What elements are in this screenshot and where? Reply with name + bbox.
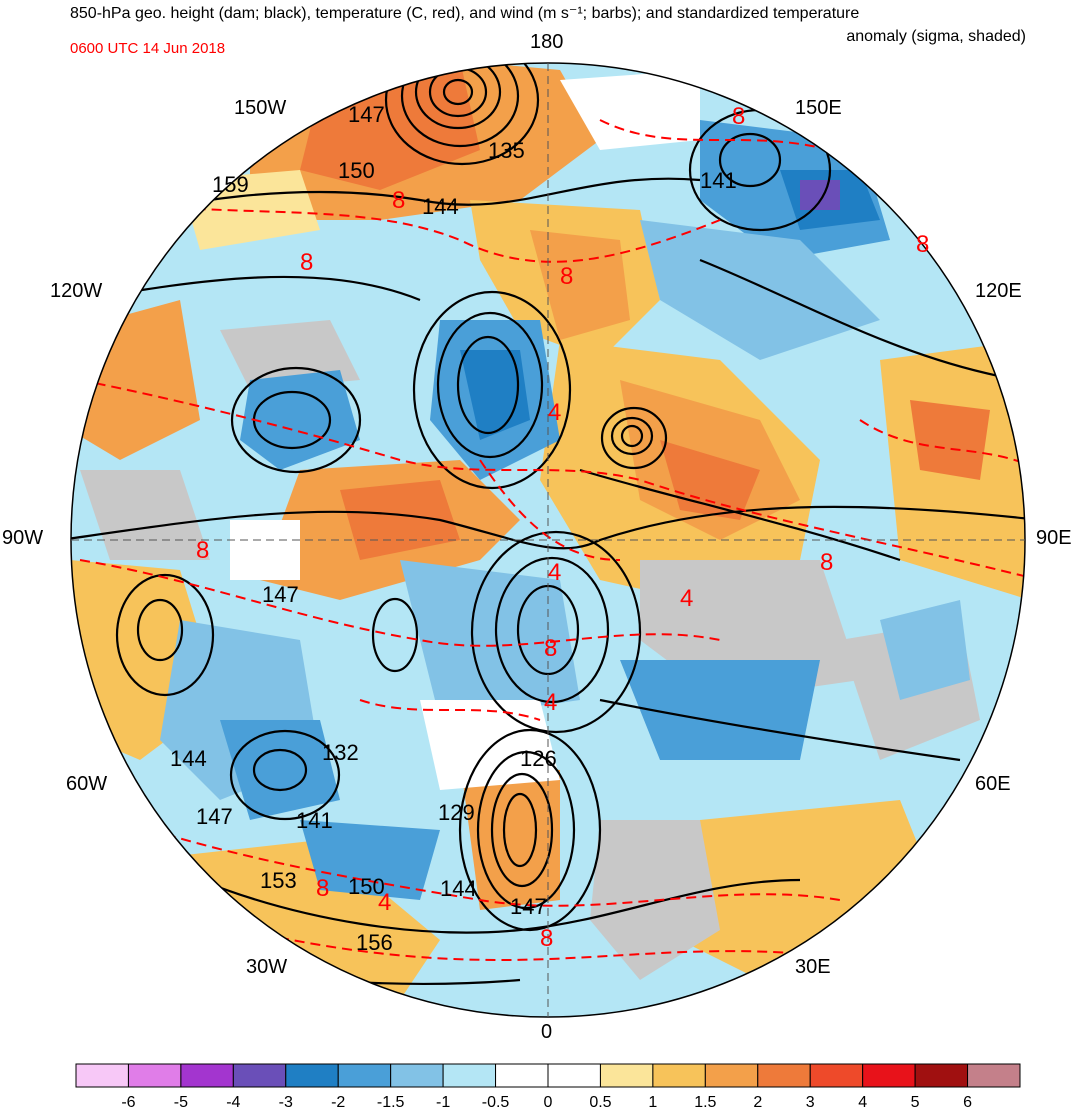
- height-label: 159: [212, 172, 249, 197]
- temperature-label: 8: [300, 249, 313, 276]
- height-label: 144: [422, 194, 459, 219]
- height-label: 141: [700, 168, 737, 193]
- lon-label-120e: 120E: [975, 280, 1022, 302]
- temperature-label: 8: [732, 103, 745, 130]
- temperature-label: 8: [392, 187, 405, 214]
- temperature-label: 8: [820, 549, 833, 576]
- height-label: 147: [348, 102, 385, 127]
- height-label: 147: [262, 582, 299, 607]
- height-label: 147: [510, 894, 547, 919]
- lon-label-150w: 150W: [234, 97, 287, 119]
- lon-label-90e: 90E: [1036, 527, 1072, 549]
- height-label: 129: [438, 800, 475, 825]
- graticule: [71, 63, 1025, 1017]
- colorbar-tick-label: 2: [753, 1094, 763, 1111]
- height-label: 156: [356, 930, 393, 955]
- temperature-labels: 8 8 8 8 4 8 4 8 4 8 4 4 8 8 8: [196, 103, 929, 952]
- temperature-label: 8: [540, 925, 553, 952]
- temperature-label: 8: [316, 875, 329, 902]
- temperature-label: 4: [548, 399, 561, 426]
- colorbar-tick-label: -4: [226, 1094, 241, 1111]
- colorbar-swatch: [390, 1063, 444, 1088]
- height-label: 144: [170, 746, 207, 771]
- colorbar-tick-label: 6: [963, 1094, 972, 1111]
- colorbar-tick-label: -0.5: [481, 1094, 510, 1111]
- colorbar-tick-label: 0: [543, 1094, 553, 1111]
- height-label: 150: [338, 158, 375, 183]
- height-label: 135: [488, 138, 525, 163]
- lon-label-150e: 150E: [795, 97, 842, 119]
- colorbar-tick-label: 1.5: [694, 1094, 717, 1111]
- temperature-label: 4: [680, 585, 693, 612]
- lon-label-90w: 90W: [2, 527, 44, 549]
- height-label: 144: [440, 876, 477, 901]
- lon-label-60w: 60W: [66, 773, 108, 795]
- colorbar-swatch: [599, 1063, 654, 1088]
- chart-title: 850-hPa geo. height (dam; black), temper…: [70, 5, 860, 22]
- temperature-label: 8: [544, 635, 557, 662]
- height-label: 153: [260, 868, 297, 893]
- temperature-label: 4: [378, 889, 391, 916]
- colorbar-tick-label: -2: [331, 1094, 346, 1111]
- lon-label-30e: 30E: [795, 956, 831, 978]
- colorbar-tick-label: -1.5: [376, 1094, 405, 1111]
- lon-label-120w: 120W: [50, 280, 103, 302]
- lon-label-30w: 30W: [246, 956, 288, 978]
- lon-label-180: 180: [530, 31, 564, 53]
- lon-label-0: 0: [541, 1021, 553, 1043]
- height-label: 126: [520, 746, 557, 771]
- colorbar-tick-label: 4: [858, 1094, 868, 1111]
- colorbar-tick-label: 3: [805, 1094, 815, 1111]
- temperature-label: 8: [916, 231, 929, 258]
- colorbar-tick-label: -5: [173, 1094, 188, 1111]
- height-label: 150: [348, 874, 385, 899]
- height-label: 147: [196, 804, 233, 829]
- colorbar-swatch: [547, 1063, 601, 1088]
- height-label: 141: [296, 808, 333, 833]
- colorbar-swatch: [495, 1063, 549, 1088]
- lon-label-60e: 60E: [975, 773, 1011, 795]
- temperature-label: 8: [560, 263, 573, 290]
- colorbar-swatch: [442, 1063, 497, 1088]
- colorbar-swatch: [704, 1063, 759, 1088]
- colorbar-tick-label: 1: [648, 1094, 658, 1111]
- colorbar-swatch: [914, 1063, 969, 1088]
- colorbar-swatch: [757, 1063, 811, 1088]
- colorbar-swatch: [862, 1063, 916, 1088]
- height-label: 132: [322, 740, 359, 765]
- valid-time: 0600 UTC 14 Jun 2018: [70, 40, 226, 57]
- colorbar-swatch: [337, 1063, 392, 1088]
- temperature-label: 4: [548, 559, 561, 586]
- temperature-label: 4: [544, 689, 557, 716]
- colorbar-swatch: [285, 1063, 339, 1088]
- colorbar-tick-label: 5: [910, 1094, 920, 1111]
- colorbar-swatch: [180, 1063, 234, 1088]
- colorbar-swatch: [809, 1063, 864, 1088]
- colorbar-swatch: [75, 1063, 129, 1088]
- colorbar-tick-label: -1: [435, 1094, 451, 1111]
- colorbar-tick-label: 0.5: [589, 1094, 612, 1111]
- colorbar-swatch: [232, 1063, 287, 1088]
- colorbar-swatch: [967, 1063, 1021, 1088]
- chart-title-continued: anomaly (sigma, shaded): [846, 28, 1026, 45]
- temperature-label: 8: [196, 537, 209, 564]
- colorbar-tick-label: -6: [121, 1094, 136, 1111]
- height-labels: 147 150 159 135 144 141 147 132 126 129 …: [170, 102, 737, 955]
- colorbar-tick-label: -3: [278, 1094, 293, 1111]
- colorbar-swatch: [652, 1063, 706, 1088]
- colorbar-swatch: [127, 1063, 182, 1088]
